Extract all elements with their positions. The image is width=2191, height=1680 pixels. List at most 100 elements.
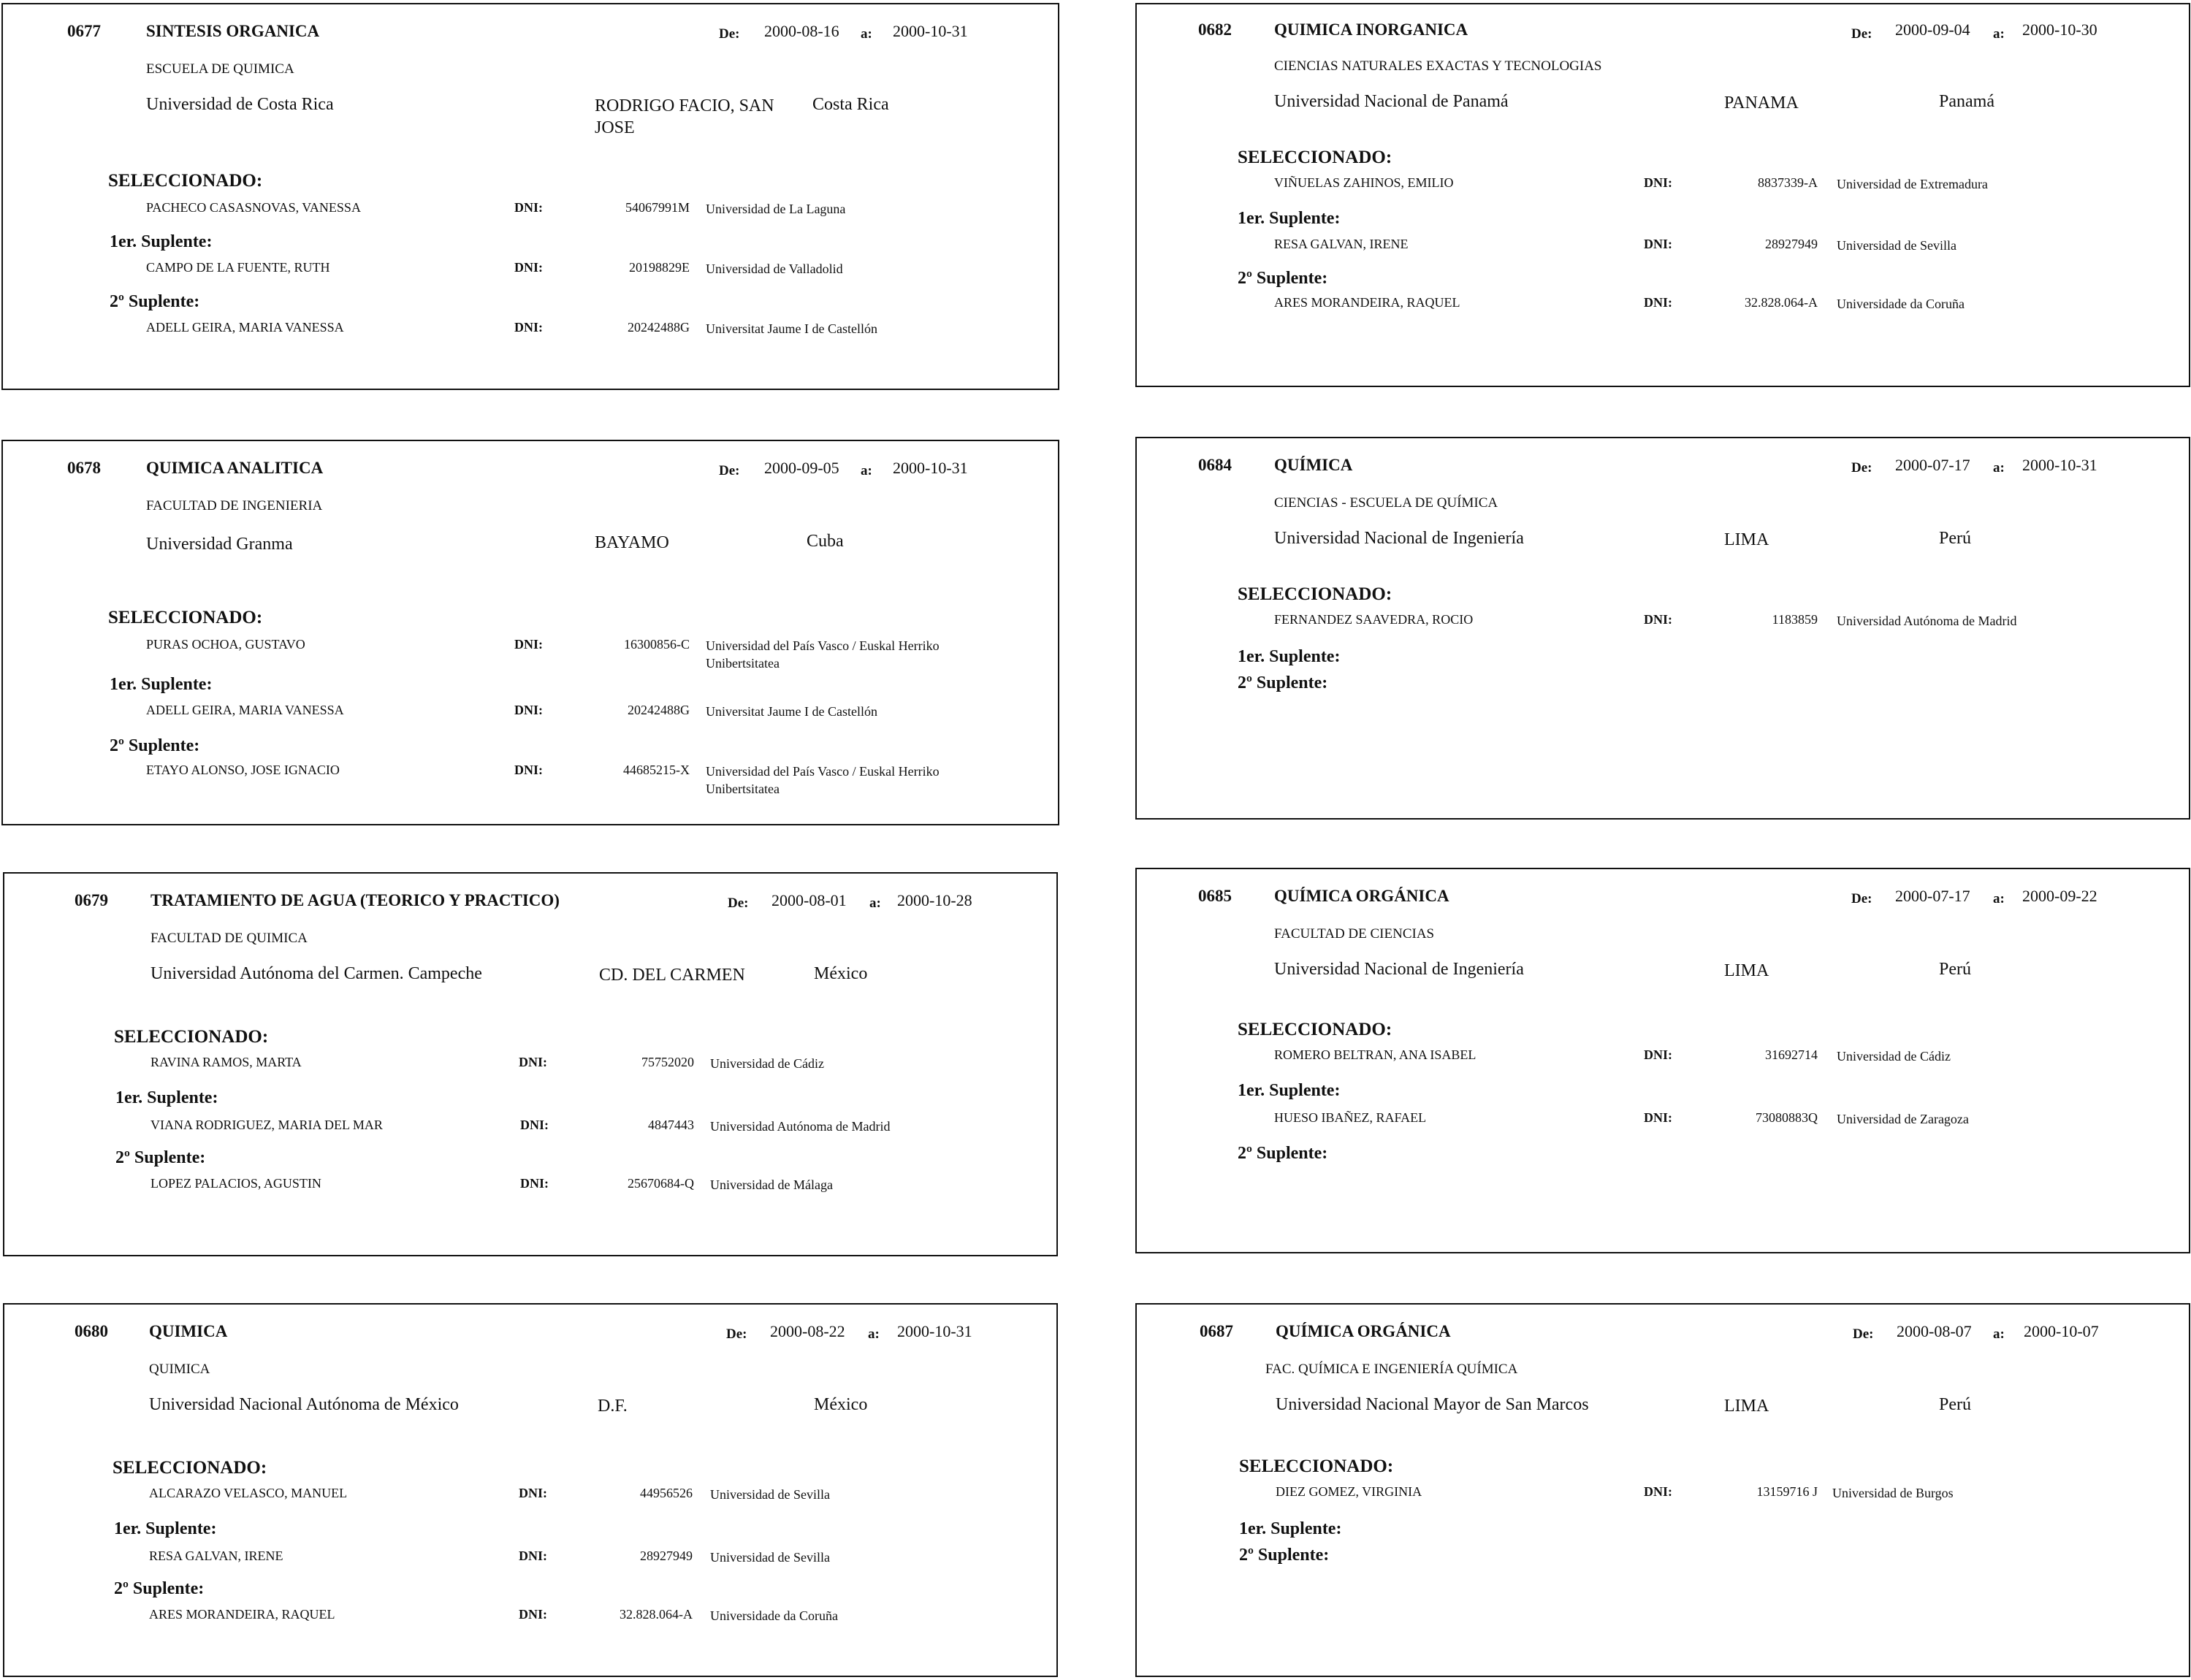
city-line-1: RODRIGO FACIO, SAN [595,96,774,115]
country: Cuba [807,532,844,551]
to-date: 2000-10-07 [2024,1322,2099,1340]
to-date: 2000-10-28 [897,891,972,909]
dni-label: DNI: [514,260,543,275]
from-label: De: [1853,1326,1874,1342]
course-code: 0687 [1200,1322,1233,1340]
faculty: CIENCIAS - ESCUELA DE QUÍMICA [1274,495,1498,511]
course-code: 0685 [1198,887,1232,905]
from-label: De: [719,26,740,42]
host-university: Universidad de Costa Rica [146,95,334,114]
city: CD. DEL CARMEN [599,966,745,985]
city: BAYAMO [595,533,669,552]
sub2-heading: 2º Suplente: [114,1579,205,1598]
course-title: QUIMICA [149,1322,228,1340]
host-university: Universidad Autónoma del Carmen. Campech… [150,964,482,983]
sub1-name: RESA GALVAN, IRENE [149,1549,283,1563]
course-title: QUIMICA INORGANICA [1274,20,1468,39]
to-label: a: [868,1326,880,1342]
selected-university-line-1: Universidad del País Vasco / Euskal Herr… [706,638,940,653]
sub2-university: Universitat Jaume I de Castellón [706,321,877,336]
country: Perú [1939,529,1971,548]
faculty: ESCUELA DE QUIMICA [146,61,294,77]
course-card-0685: 0685 QUÍMICA ORGÁNICA De: 2000-07-17 a: … [1135,868,2190,1253]
selected-university: Universidad de Sevilla [710,1487,830,1502]
from-label: De: [728,896,749,911]
sub1-name: HUESO IBAÑEZ, RAFAEL [1274,1110,1427,1125]
course-card-0677: 0677 SINTESIS ORGANICA De: 2000-08-16 a:… [1,3,1059,390]
selected-dni: 16300856-C [624,637,690,652]
sub2-university: Universidade da Coruña [710,1608,838,1623]
selected-name: ALCARAZO VELASCO, MANUEL [149,1486,348,1500]
sub2-name: ADELL GEIRA, MARIA VANESSA [146,320,344,335]
from-label: De: [726,1326,747,1342]
sub2-heading: 2º Suplente: [110,736,200,755]
sub1-name: ADELL GEIRA, MARIA VANESSA [146,703,344,717]
course-code: 0678 [67,459,101,477]
sub2-dni: 25670684-Q [628,1176,694,1191]
selected-heading: SELECCIONADO: [108,608,263,627]
sub1-heading: 1er. Suplente: [1238,1081,1341,1100]
selected-heading: SELECCIONADO: [1238,148,1392,167]
selected-heading: SELECCIONADO: [1238,1020,1392,1039]
faculty: FACULTAD DE CIENCIAS [1274,926,1435,942]
course-card-0680: 0680 QUIMICA De: 2000-08-22 a: 2000-10-3… [3,1303,1058,1677]
course-title: QUÍMICA ORGÁNICA [1276,1322,1451,1340]
sub1-heading: 1er. Suplente: [1238,209,1341,228]
to-label: a: [1993,26,2005,42]
sub1-heading: 1er. Suplente: [1238,647,1341,666]
to-label: a: [869,896,881,911]
dni-label: DNI: [514,200,543,215]
sub1-university: Universidad de Sevilla [1837,238,1956,253]
city: LIMA [1724,530,1769,549]
sub2-university-line-1: Universidad del País Vasco / Euskal Herr… [706,764,940,779]
selected-heading: SELECCIONADO: [1238,584,1392,604]
dni-label: DNI: [519,1486,547,1500]
course-card-0678: 0678 QUIMICA ANALITICA De: 2000-09-05 a:… [1,440,1059,825]
sub1-dni: 28927949 [1765,237,1818,251]
sub1-university: Universidad de Sevilla [710,1550,830,1565]
selected-university: Universidad de Extremadura [1837,177,1988,191]
dni-label: DNI: [1644,1110,1672,1125]
sub2-university: Universidade da Coruña [1837,297,1965,311]
course-title: QUÍMICA [1274,456,1353,474]
from-date: 2000-08-07 [1897,1322,1972,1340]
selected-university-line-2: Unibertsitatea [706,656,780,671]
dni-label: DNI: [519,1607,547,1622]
selected-dni: 8837339-A [1758,175,1818,190]
selected-dni: 31692714 [1765,1047,1818,1062]
to-date: 2000-09-22 [2022,887,2097,905]
faculty: FAC. QUÍMICA E INGENIERÍA QUÍMICA [1265,1362,1518,1377]
course-card-0684: 0684 QUÍMICA De: 2000-07-17 a: 2000-10-3… [1135,437,2190,820]
sub1-heading: 1er. Suplente: [1239,1519,1342,1538]
faculty: FACULTAD DE INGENIERIA [146,498,323,513]
sub1-university: Universidad de Valladolid [706,261,843,276]
sub1-heading: 1er. Suplente: [110,232,213,251]
sub1-university: Universitat Jaume I de Castellón [706,704,877,719]
course-code: 0680 [75,1322,108,1340]
from-date: 2000-09-04 [1895,20,1970,39]
dni-label: DNI: [1644,175,1672,190]
sub1-university: Universidad Autónoma de Madrid [710,1119,891,1134]
sub2-heading: 2º Suplente: [1238,269,1328,288]
course-title: QUÍMICA ORGÁNICA [1274,887,1449,905]
country: Panamá [1939,92,1994,111]
dni-label: DNI: [1644,237,1672,251]
sub2-dni: 44685215-X [623,763,690,777]
from-date: 2000-09-05 [764,459,839,477]
faculty: CIENCIAS NATURALES EXACTAS Y TECNOLOGIAS [1274,58,1602,74]
country: Perú [1939,1395,1971,1414]
from-label: De: [1851,891,1872,906]
city: D.F. [598,1397,628,1416]
city: LIMA [1724,1397,1769,1416]
sub1-name: CAMPO DE LA FUENTE, RUTH [146,260,330,275]
sub1-dni: 20198829E [629,260,690,275]
dni-label: DNI: [520,1118,549,1132]
course-title: QUIMICA ANALITICA [146,459,324,477]
country: México [814,1395,868,1414]
from-label: De: [719,463,740,478]
host-university: Universidad Nacional Mayor de San Marcos [1276,1395,1589,1414]
sub2-dni: 20242488G [628,320,690,335]
sub2-dni: 32.828.064-A [1745,295,1818,310]
host-university: Universidad Nacional Autónoma de México [149,1395,459,1414]
selected-name: FERNANDEZ SAAVEDRA, ROCIO [1274,612,1474,627]
